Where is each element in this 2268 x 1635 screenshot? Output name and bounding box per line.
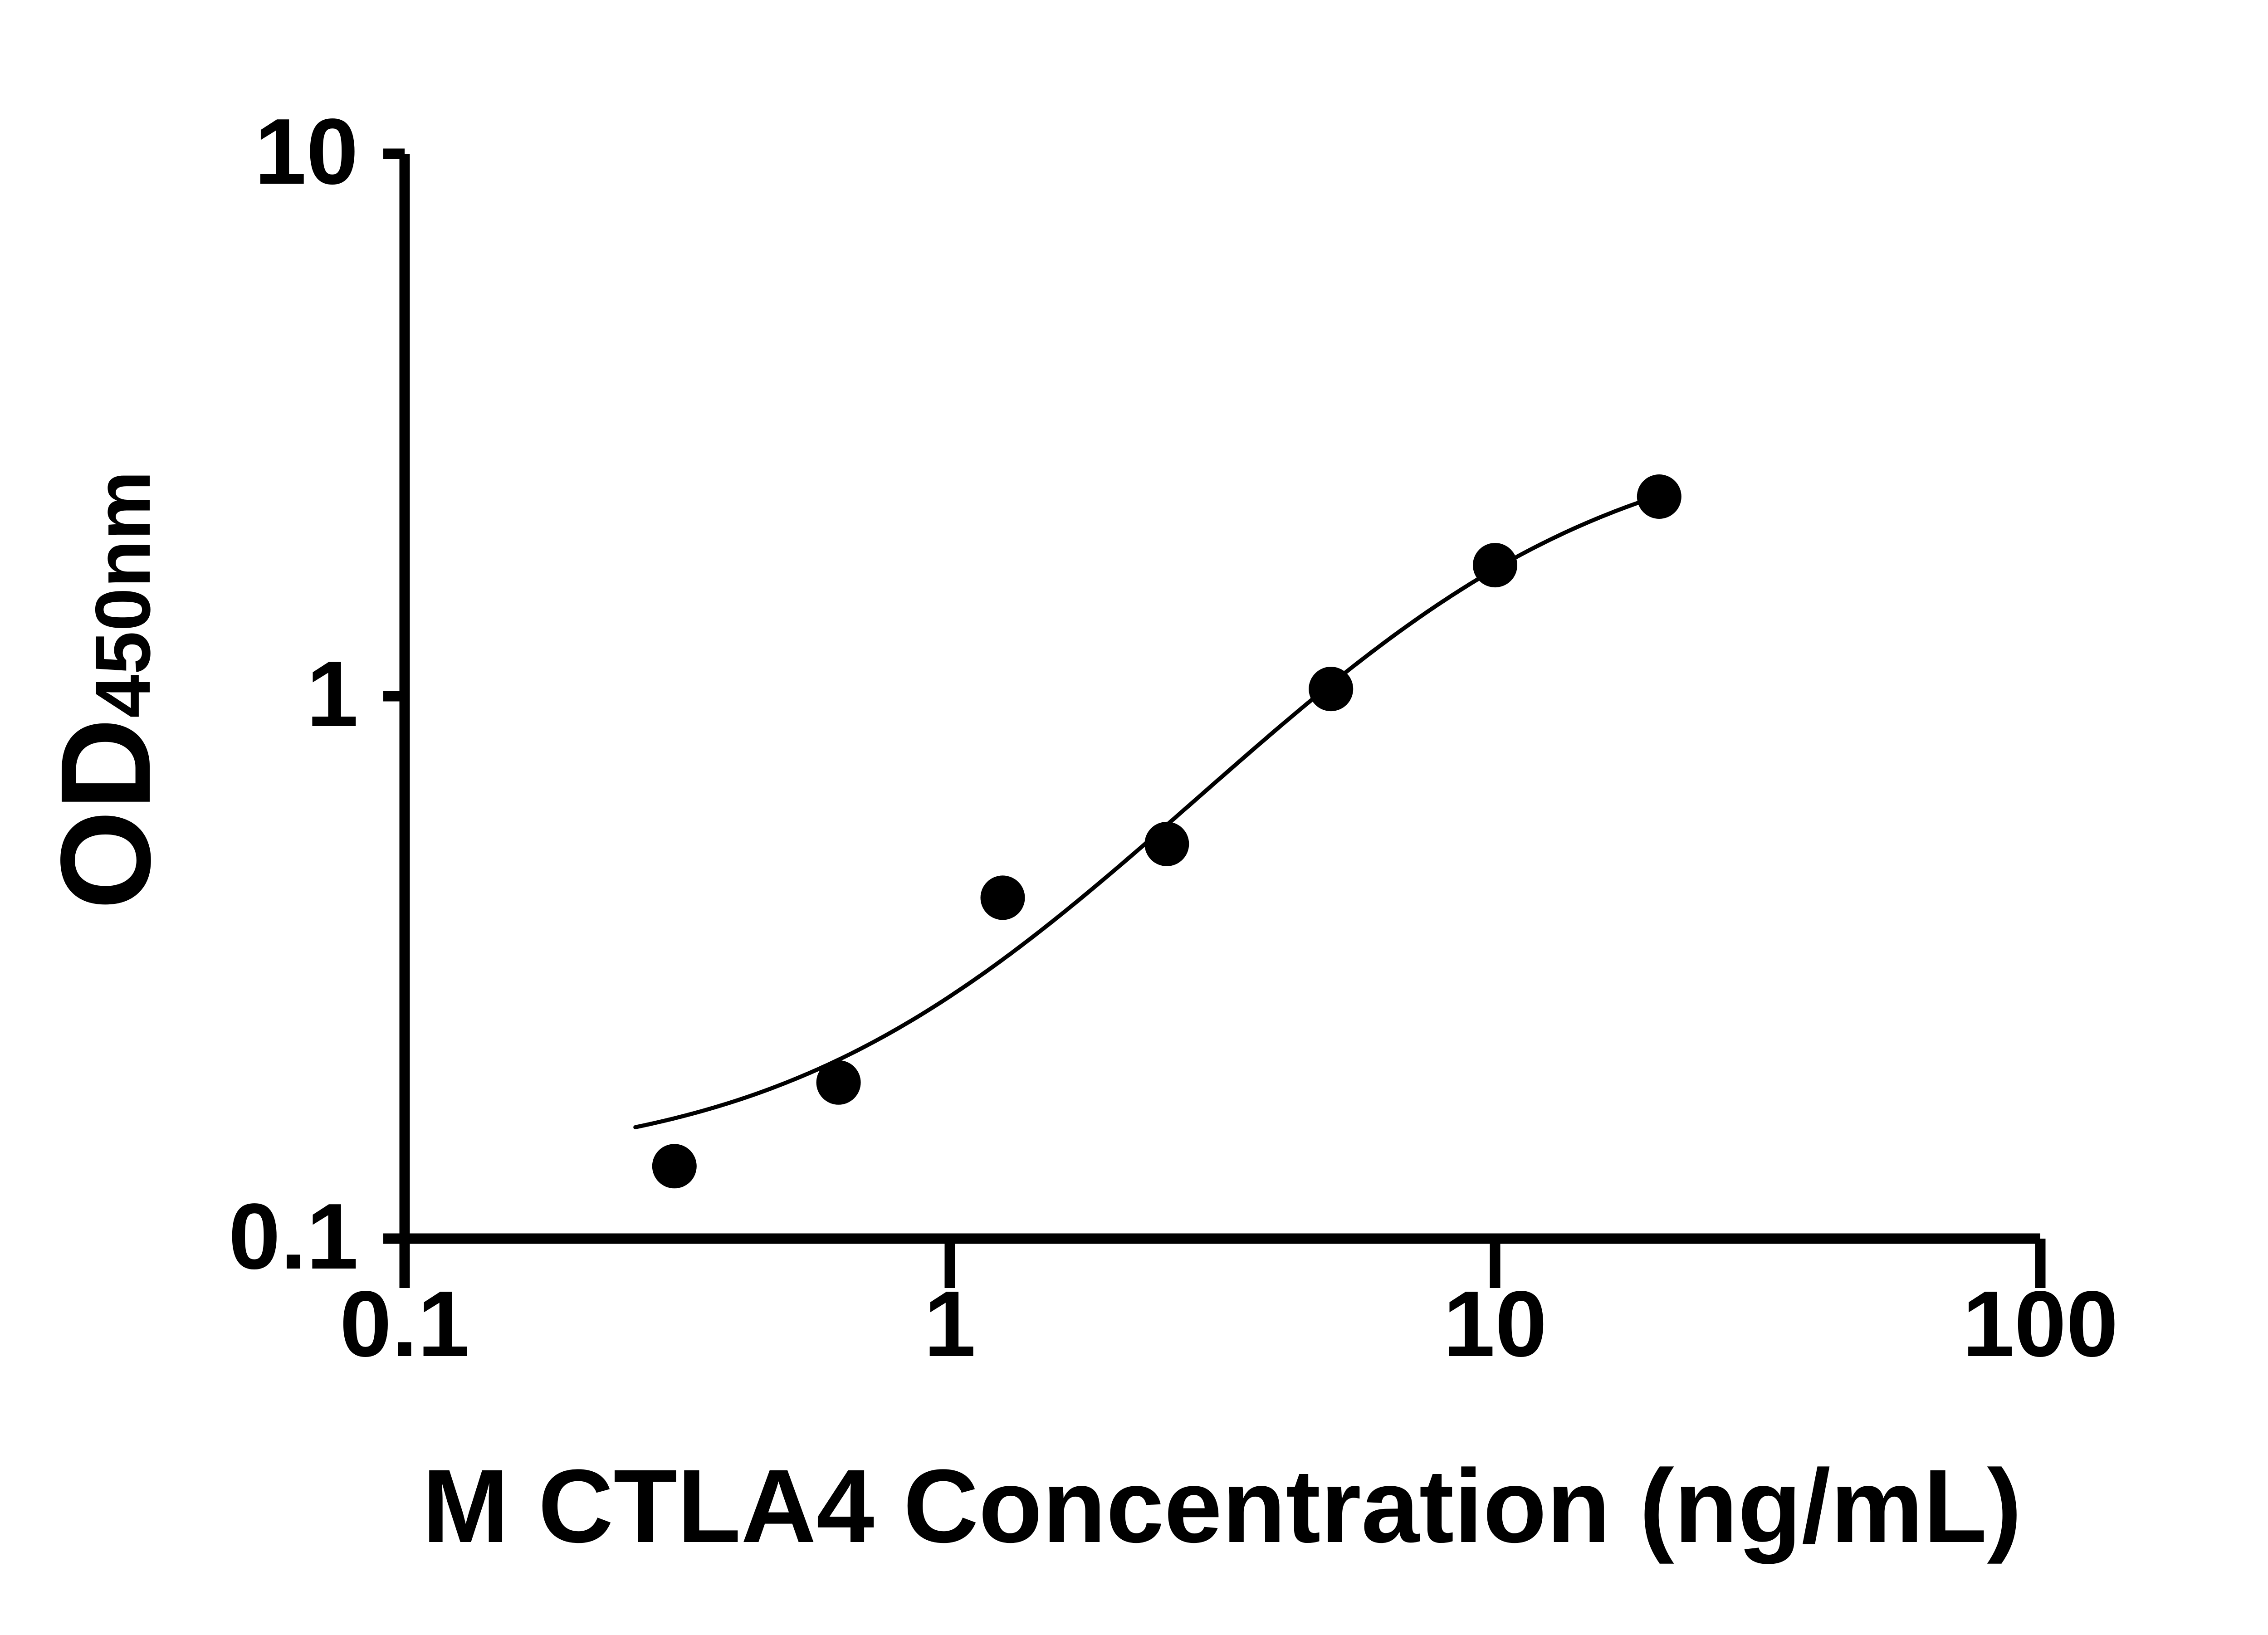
svg-text:1: 1 bbox=[306, 642, 358, 746]
svg-text:0.1: 0.1 bbox=[229, 1184, 358, 1288]
svg-text:M CTLA4 Concentration (ng/mL): M CTLA4 Concentration (ng/mL) bbox=[422, 1448, 2022, 1564]
svg-text:10: 10 bbox=[1443, 1272, 1547, 1376]
svg-text:0.1: 0.1 bbox=[340, 1272, 469, 1376]
svg-text:100: 100 bbox=[1962, 1272, 2118, 1376]
svg-text:1: 1 bbox=[924, 1272, 976, 1376]
svg-text:OD450nm: OD450nm bbox=[34, 471, 177, 910]
svg-text:10: 10 bbox=[254, 99, 358, 204]
